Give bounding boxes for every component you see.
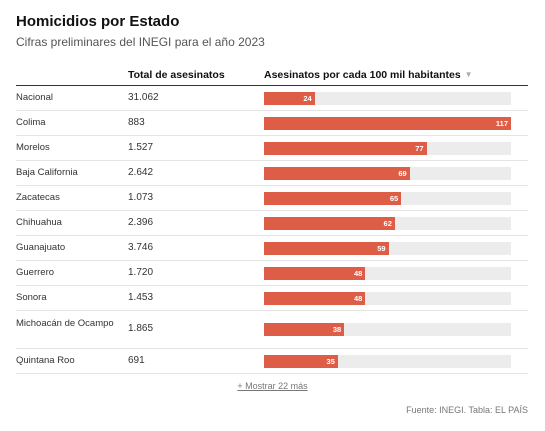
total-value: 1.453 bbox=[128, 292, 154, 303]
bar-track: 24 bbox=[264, 92, 511, 105]
chart-title: Homicidios por Estado bbox=[16, 13, 180, 30]
rate-bar: 65 bbox=[264, 192, 402, 205]
rate-bar: 59 bbox=[264, 242, 389, 255]
column-header-rate[interactable]: Asesinatos por cada 100 mil habitantes ▼ bbox=[264, 69, 473, 81]
table-row: Morelos 1.527 77 bbox=[16, 136, 528, 161]
table-row: Baja California 2.642 69 bbox=[16, 161, 528, 186]
table-row: Nacional 31.062 24 bbox=[16, 86, 528, 111]
total-value: 691 bbox=[128, 355, 145, 366]
table-header: Total de asesinatos Asesinatos por cada … bbox=[16, 68, 528, 86]
table-body: Nacional 31.062 24 Colima 883 117 Morelos 1.527… bbox=[16, 86, 528, 374]
rate-label: 77 bbox=[415, 144, 424, 153]
rate-bar: 117 bbox=[264, 117, 511, 130]
chart-subtitle: Cifras preliminares del INEGI para el añ… bbox=[16, 35, 265, 49]
bar-track: 117 bbox=[264, 117, 511, 130]
rate-bar: 77 bbox=[264, 142, 427, 155]
bar-track: 69 bbox=[264, 167, 511, 180]
state-name: Guerrero bbox=[16, 267, 55, 278]
bar-track: 48 bbox=[264, 267, 511, 280]
rate-label: 35 bbox=[326, 357, 335, 366]
bar-track: 65 bbox=[264, 192, 511, 205]
rate-label: 59 bbox=[377, 244, 386, 253]
rate-label: 24 bbox=[303, 94, 312, 103]
bar-track: 62 bbox=[264, 217, 511, 230]
rate-label: 62 bbox=[383, 219, 392, 228]
state-name: Guanajuato bbox=[16, 242, 66, 253]
rate-bar: 62 bbox=[264, 217, 395, 230]
state-name: Zacatecas bbox=[16, 192, 60, 203]
total-value: 1.865 bbox=[128, 323, 154, 334]
state-name: Quintana Roo bbox=[16, 355, 75, 366]
sort-down-icon[interactable]: ▼ bbox=[464, 70, 473, 79]
table-row: Quintana Roo 691 35 bbox=[16, 349, 528, 374]
total-value: 1.720 bbox=[128, 267, 154, 278]
table-row: Colima 883 117 bbox=[16, 111, 528, 136]
total-value: 2.642 bbox=[128, 167, 154, 178]
rate-bar: 35 bbox=[264, 355, 338, 368]
bar-track: 35 bbox=[264, 355, 511, 368]
column-header-total[interactable]: Total de asesinatos bbox=[128, 69, 225, 81]
state-name: Michoacán de Ocampo bbox=[16, 318, 114, 329]
total-value: 1.527 bbox=[128, 142, 154, 153]
total-value: 2.396 bbox=[128, 217, 154, 228]
rate-bar: 24 bbox=[264, 92, 315, 105]
rate-label: 69 bbox=[398, 169, 407, 178]
state-name: Baja California bbox=[16, 167, 78, 178]
rate-label: 117 bbox=[495, 119, 508, 128]
rate-label: 38 bbox=[332, 325, 342, 334]
state-name: Nacional bbox=[16, 92, 53, 103]
bar-track: 77 bbox=[264, 142, 511, 155]
show-more-link[interactable]: + Mostrar 22 más bbox=[237, 381, 308, 391]
table-row: Sonora 1.453 48 bbox=[16, 286, 528, 311]
total-value: 883 bbox=[128, 117, 145, 128]
state-name: Morelos bbox=[16, 142, 50, 153]
show-more: + Mostrar 22 más bbox=[0, 381, 545, 391]
state-name: Sonora bbox=[16, 292, 47, 303]
bar-track: 59 bbox=[264, 242, 511, 255]
table-row: Zacatecas 1.073 65 bbox=[16, 186, 528, 211]
bar-track: 38 bbox=[264, 323, 511, 336]
table-row: Chihuahua 2.396 62 bbox=[16, 211, 528, 236]
total-value: 3.746 bbox=[128, 242, 154, 253]
column-header-rate-label: Asesinatos por cada 100 mil habitantes bbox=[264, 69, 461, 81]
rate-bar: 69 bbox=[264, 167, 410, 180]
state-name: Colima bbox=[16, 117, 46, 128]
rate-label: 65 bbox=[389, 194, 399, 203]
total-value: 1.073 bbox=[128, 192, 154, 203]
table-row: Guerrero 1.720 48 bbox=[16, 261, 528, 286]
rate-label: 48 bbox=[353, 269, 363, 278]
rate-bar: 48 bbox=[264, 292, 366, 305]
source-note: Fuente: INEGI. Tabla: EL PAÍS bbox=[406, 405, 528, 415]
rate-label: 48 bbox=[353, 294, 363, 303]
table-row: Guanajuato 3.746 59 bbox=[16, 236, 528, 261]
table-row: Michoacán de Ocampo 1.865 38 bbox=[16, 311, 528, 349]
rate-bar: 48 bbox=[264, 267, 366, 280]
state-name: Chihuahua bbox=[16, 217, 62, 228]
total-value: 31.062 bbox=[128, 92, 159, 103]
data-table: Total de asesinatos Asesinatos por cada … bbox=[16, 68, 528, 374]
rate-bar: 38 bbox=[264, 323, 345, 336]
bar-track: 48 bbox=[264, 292, 511, 305]
